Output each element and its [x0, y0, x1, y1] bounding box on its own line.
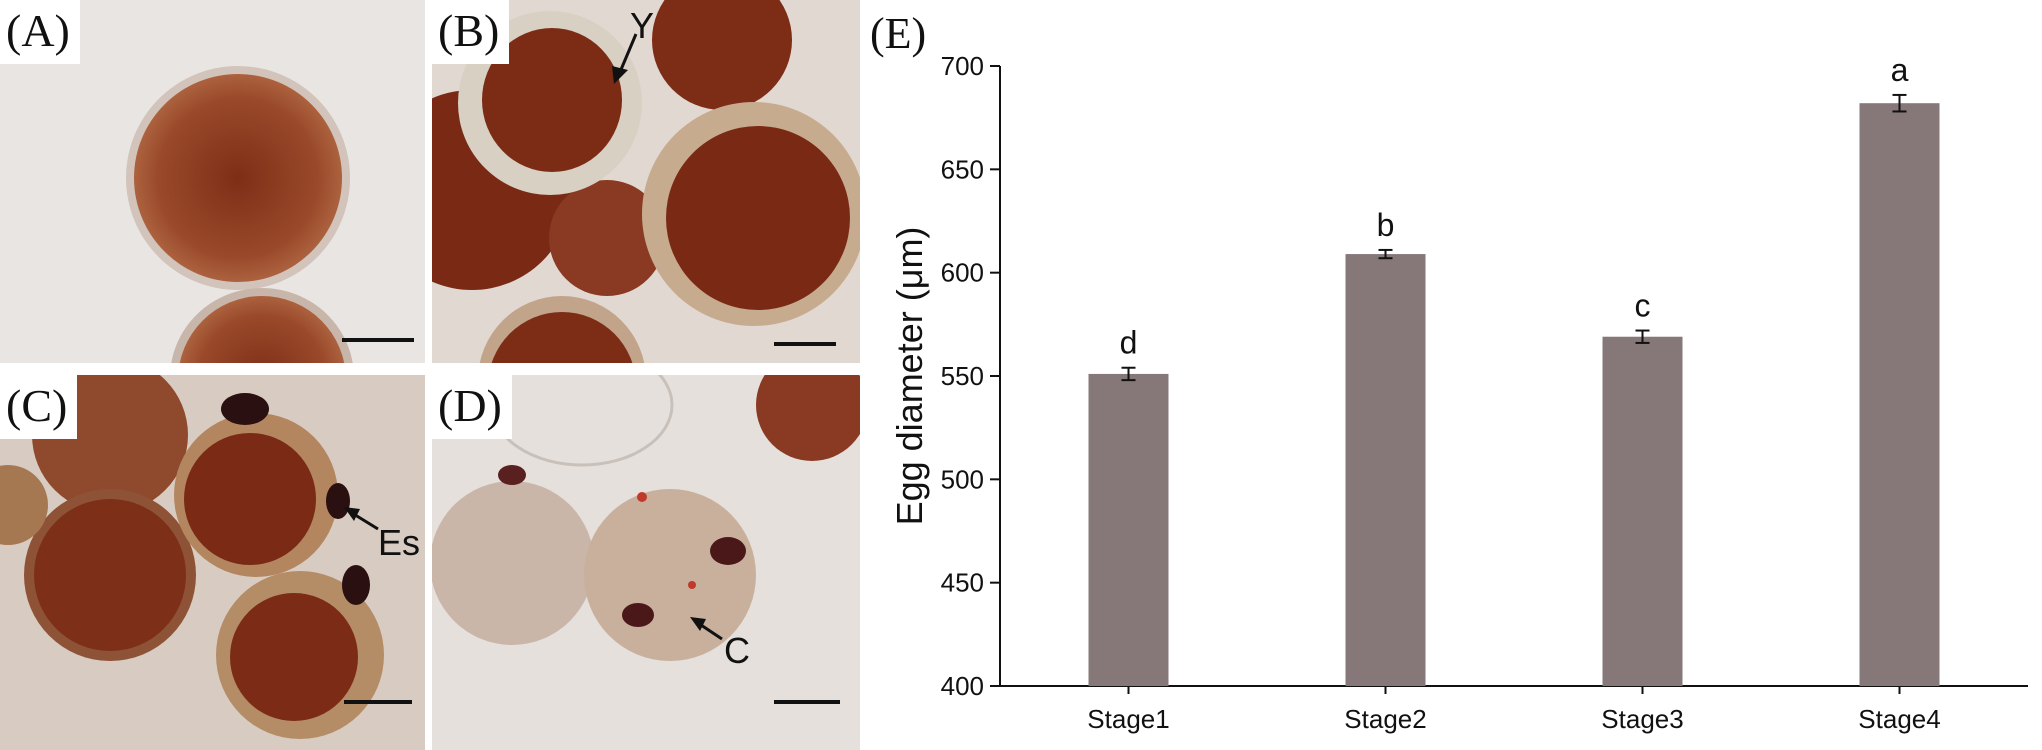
annotation-chromatophore: C [724, 630, 750, 671]
arrow-icon-b [612, 33, 638, 84]
x-tick-label: Stage4 [1858, 704, 1940, 734]
x-tick-label: Stage2 [1344, 704, 1426, 734]
panel-label-d: (D) [432, 375, 512, 439]
plot-area: 400 450 500 550 600 650 700 d Stage1 b Stage2 c Stag… [889, 51, 2028, 734]
annotation-yolk: Y [630, 5, 655, 46]
y-tick-label: 450 [941, 568, 984, 598]
scale-bar-c [344, 700, 412, 704]
scale-bar-a [342, 338, 414, 342]
scale-bar-b [774, 342, 836, 346]
y-tick-label: 400 [941, 671, 984, 701]
bar-stage1 [1088, 373, 1169, 686]
bar-stage3 [1602, 336, 1683, 686]
panel-label-b: (B) [432, 0, 510, 64]
x-tick-label: Stage3 [1601, 704, 1683, 734]
x-tick-label: Stage1 [1087, 704, 1169, 734]
arrow-icon-c [344, 507, 379, 531]
panel-label-e: (E) [870, 9, 926, 58]
micrograph-panel-a: (A) [0, 0, 425, 363]
egg-diameter-chart: (E) 400 450 500 550 600 650 700 d Stage1 b Stage2 c… [870, 9, 2028, 734]
bar-stage2 [1345, 254, 1426, 687]
significance-label: d [1120, 325, 1138, 361]
y-tick-label: 650 [941, 154, 984, 184]
y-tick-label: 500 [941, 464, 984, 494]
y-axis-label: Egg diameter (μm) [889, 227, 930, 526]
micrograph-panel-b: (B) Y [432, 0, 860, 363]
arrow-icon-d [690, 617, 723, 641]
y-tick-label: 700 [941, 51, 984, 81]
y-tick-label: 550 [941, 361, 984, 391]
bar-stage4 [1859, 103, 1940, 686]
significance-label: c [1635, 288, 1651, 324]
micrograph-panel-c: (C) Es [0, 375, 425, 750]
scale-bar-d [774, 700, 840, 704]
y-tick-label: 600 [941, 258, 984, 288]
micrograph-panel-d: (D) C [432, 375, 860, 750]
panel-label-a: (A) [0, 0, 80, 64]
significance-label: b [1377, 207, 1395, 243]
annotation-eye-spot: Es [378, 522, 421, 563]
panel-label-c: (C) [0, 375, 78, 439]
micrograph-a-image [0, 0, 425, 363]
significance-label: a [1891, 52, 1909, 88]
